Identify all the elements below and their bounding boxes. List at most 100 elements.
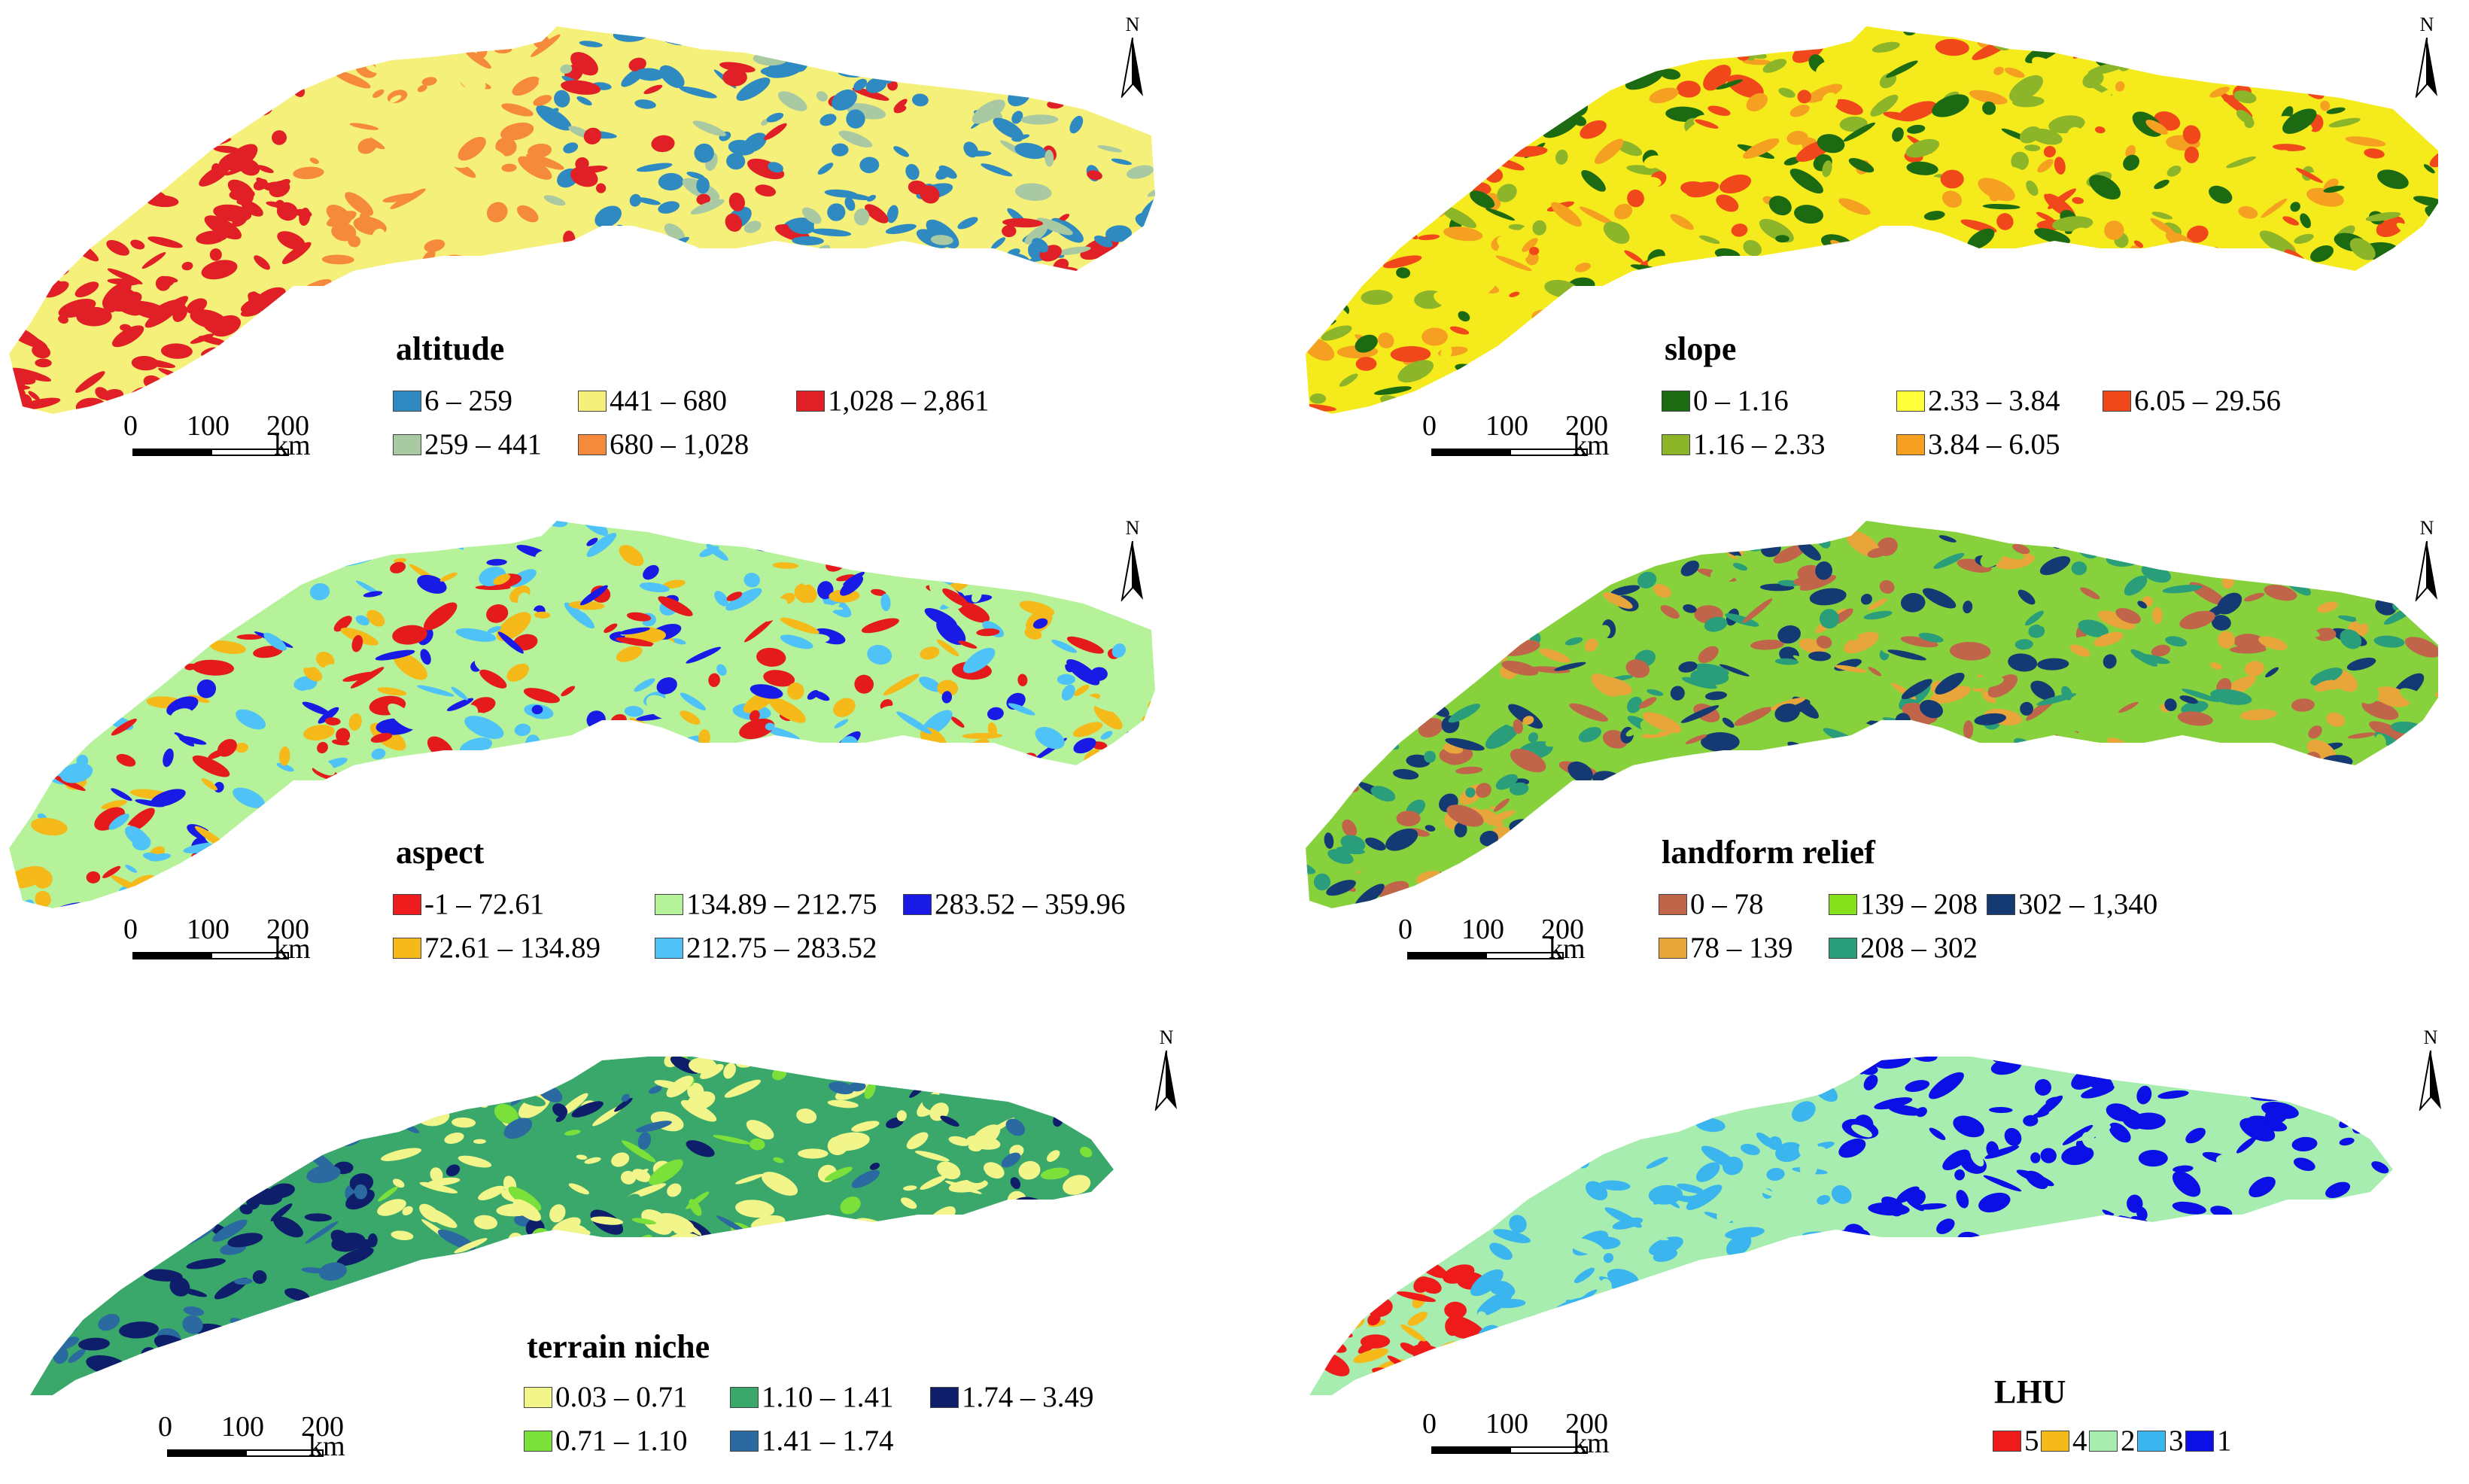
north-letter: N xyxy=(2423,1026,2438,1048)
north-letter: N xyxy=(1159,1026,1174,1048)
legend-label: 139 – 208 xyxy=(1860,888,1978,920)
panel-terrain-niche: N terrain niche 0.03 – 0.71 1.10 – 1.41 … xyxy=(0,989,1234,1483)
legend-swatch xyxy=(655,937,683,959)
legend-label: 5 xyxy=(2024,1425,2039,1457)
scale-tick-label: 0 xyxy=(158,1411,172,1443)
legend-swatch xyxy=(1662,433,1690,455)
scale-tick-label: 0 xyxy=(1422,1408,1437,1440)
legend-label: 6 – 259 xyxy=(424,385,512,417)
legend-swatch xyxy=(2041,1430,2069,1452)
scale-bar-solid xyxy=(1407,952,1485,959)
legend-item: 2.33 – 3.84 xyxy=(1896,384,2060,418)
panel-altitude: N altitude 6 – 259 441 – 680 1,028 – 2,8… xyxy=(0,0,1234,494)
north-arrow-icon xyxy=(2415,38,2437,98)
legend-label: 72.61 – 134.89 xyxy=(424,932,601,964)
legend-swatch xyxy=(393,937,421,959)
legend-label: 1.10 – 1.41 xyxy=(762,1381,894,1413)
panel-landform-relief: N landform relief 0 – 78 139 – 208 302 –… xyxy=(1234,494,2468,989)
scale-unit: km xyxy=(1549,933,1586,965)
north-arrow-icon xyxy=(2415,541,2437,601)
scale-tick-label: 100 xyxy=(1461,914,1504,945)
legend-item: 5 xyxy=(1993,1424,2039,1458)
scale-tick-label: 200 xyxy=(266,914,309,945)
legend-label: 1.74 – 3.49 xyxy=(962,1381,1094,1413)
north-letter: N xyxy=(2419,517,2434,539)
scale-bar-hollow xyxy=(211,449,289,456)
legend-label: 2 xyxy=(2121,1425,2136,1457)
map-lhu xyxy=(1309,1057,2393,1395)
panel-aspect: N aspect -1 – 72.61 134.89 – 212.75 283.… xyxy=(0,494,1234,989)
north-arrow: N xyxy=(1110,517,1155,601)
legend-swatch xyxy=(2185,1430,2214,1452)
legend-item: 0.03 – 0.71 xyxy=(524,1380,688,1414)
scale-bar-hollow xyxy=(1510,449,1588,456)
legend-swatch xyxy=(2103,390,2131,412)
legend-item: 1.74 – 3.49 xyxy=(930,1380,1094,1414)
legend-item: 6.05 – 29.56 xyxy=(2103,384,2281,418)
scale-tick-label: 0 xyxy=(123,914,138,945)
legend-label: 0 – 78 xyxy=(1690,888,1764,920)
legend-label: 3 xyxy=(2169,1425,2184,1457)
legend-item: 2 xyxy=(2089,1424,2136,1458)
legend-item: 208 – 302 xyxy=(1829,931,1978,965)
map-landform-relief xyxy=(1306,521,2438,908)
legend-swatch xyxy=(393,433,421,455)
legend-label: 1.16 – 2.33 xyxy=(1693,428,1826,461)
legend-item: 1.41 – 1.74 xyxy=(730,1424,894,1458)
legend-item: 259 – 441 xyxy=(393,427,542,461)
north-arrow-icon xyxy=(1154,1051,1177,1111)
legend-item: 139 – 208 xyxy=(1829,887,1978,921)
scale-tick-label: 200 xyxy=(1541,914,1584,945)
legend-swatch xyxy=(524,1430,552,1452)
scale-bar-hollow xyxy=(1485,952,1564,959)
scale-unit: km xyxy=(1573,1428,1610,1459)
scale-tick-label: 200 xyxy=(301,1411,344,1443)
scale-bar-solid xyxy=(167,1449,245,1457)
map-aspect xyxy=(9,521,1155,908)
legend-label: 302 – 1,340 xyxy=(2018,888,2158,920)
legend-swatch xyxy=(796,390,825,412)
legend-swatch xyxy=(930,1386,959,1408)
legend-swatch xyxy=(1829,893,1857,915)
legend-swatch xyxy=(1987,893,2015,915)
scale-tick-label: 200 xyxy=(1565,410,1608,442)
legend-swatch xyxy=(1662,390,1690,412)
scale-bar-hollow xyxy=(211,952,289,959)
north-arrow: N xyxy=(2404,14,2449,98)
scale-bar: 0 100 200 km xyxy=(1422,1407,1648,1467)
legend-item: 0 – 1.16 xyxy=(1662,384,1789,418)
legend-label: 6.05 – 29.56 xyxy=(2134,385,2281,417)
legend-swatch xyxy=(903,893,932,915)
north-arrow-icon xyxy=(1120,38,1143,98)
legend-swatch xyxy=(393,893,421,915)
legend-title: landform relief xyxy=(1662,834,1875,871)
scale-bar-solid xyxy=(1431,449,1510,456)
legend-label: 441 – 680 xyxy=(610,385,727,417)
legend-item: 1.10 – 1.41 xyxy=(730,1380,894,1414)
legend-swatch xyxy=(393,390,421,412)
legend-item: 302 – 1,340 xyxy=(1987,887,2157,921)
scale-tick-label: 200 xyxy=(266,410,309,442)
legend-label: 0 – 1.16 xyxy=(1693,385,1789,417)
north-letter: N xyxy=(1125,517,1140,539)
scale-tick-label: 100 xyxy=(187,410,230,442)
scale-bar-solid xyxy=(1431,1446,1510,1454)
legend-swatch xyxy=(1659,937,1687,959)
legend-item: 1,028 – 2,861 xyxy=(796,384,990,418)
legend-item: 6 – 259 xyxy=(393,384,512,418)
legend-label: 0.03 – 0.71 xyxy=(555,1381,688,1413)
legend-item: 680 – 1,028 xyxy=(578,427,749,461)
legend-title: altitude xyxy=(396,330,505,367)
legend-label: 208 – 302 xyxy=(1860,932,1978,964)
legend-item: 0 – 78 xyxy=(1659,887,1764,921)
scale-bar: 0 100 200 km xyxy=(123,913,349,973)
legend-label: 1 xyxy=(2217,1425,2232,1457)
legend-title: slope xyxy=(1665,330,1737,367)
legend-label: 134.89 – 212.75 xyxy=(686,888,877,920)
north-arrow-icon xyxy=(2419,1051,2441,1111)
legend-swatch xyxy=(1829,937,1857,959)
legend-item: 3.84 – 6.05 xyxy=(1896,427,2060,461)
legend-label: 78 – 139 xyxy=(1690,932,1793,964)
scale-bar-solid xyxy=(132,952,211,959)
north-arrow: N xyxy=(2404,517,2449,601)
